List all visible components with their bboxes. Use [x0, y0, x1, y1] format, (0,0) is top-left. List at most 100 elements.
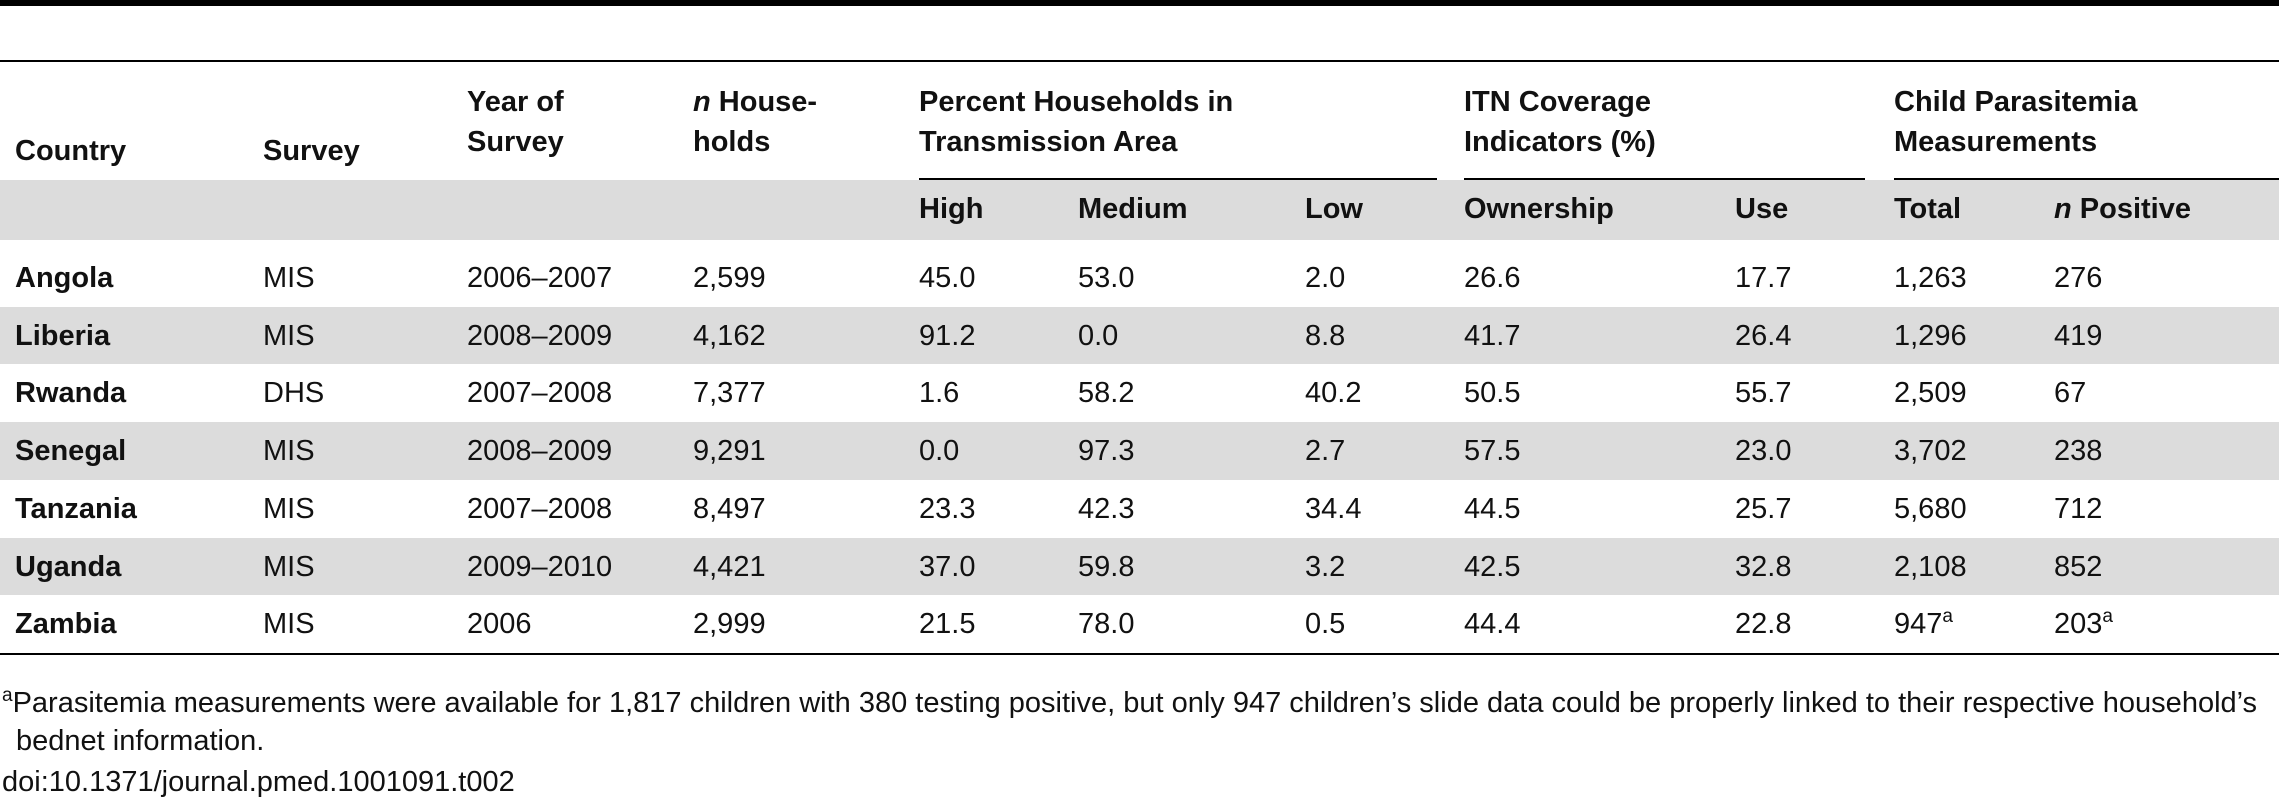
cell: 78.0	[1078, 608, 1135, 641]
cell: 3.2	[1305, 550, 1346, 583]
footnote: aParasitemia measurements were available…	[2, 684, 2279, 760]
cell: 4,421	[693, 550, 766, 583]
cell: MIS	[263, 319, 315, 352]
row-band	[0, 422, 2279, 480]
column-header: Year of Survey	[467, 82, 617, 162]
note-mark: a	[1942, 606, 1953, 628]
cell: 58.2	[1078, 377, 1135, 410]
group-header: Percent Households in Transmission Area	[919, 86, 1234, 158]
cell-text: 203	[2054, 608, 2103, 641]
cell: 2007–2008	[467, 377, 613, 410]
group-rule	[919, 178, 1437, 180]
cell: 2,599	[693, 262, 766, 294]
row-label: Liberia	[15, 319, 111, 352]
cell: 45.0	[919, 262, 976, 294]
header-line: House-	[718, 86, 818, 118]
cell: 67	[2054, 377, 2087, 410]
doi: doi:10.1371/journal.pmed.1001091.t002	[2, 766, 515, 798]
cell: 2009–2010	[467, 550, 613, 583]
header-line: holds	[693, 126, 771, 158]
row-label: Uganda	[15, 550, 122, 583]
cell: 97.3	[1078, 435, 1135, 468]
cell: 276	[2054, 262, 2103, 294]
cell: 8.8	[1305, 319, 1346, 352]
group-header: ITN Coverage Indicators (%)	[1464, 86, 1656, 158]
cell: MIS	[263, 550, 315, 583]
cell: 57.5	[1464, 435, 1521, 468]
cell-text: Low	[1305, 193, 1363, 225]
row-label: Senegal	[15, 435, 127, 468]
cell: 22.8	[1735, 608, 1792, 641]
cell: 53.0	[1078, 262, 1135, 294]
cell: 419	[2054, 319, 2103, 352]
cell: 238	[2054, 435, 2103, 468]
row-label: Tanzania	[15, 492, 137, 525]
cell: 8,497	[693, 492, 766, 525]
cell: 50.5	[1464, 377, 1521, 410]
cell: MIS	[263, 262, 315, 294]
cell: 0.5	[1305, 608, 1346, 641]
column-header: n House-holds	[693, 82, 817, 162]
cell-text: 947	[1894, 608, 1943, 641]
cell: 42.5	[1464, 550, 1521, 583]
cell-text: Positive	[2079, 193, 2191, 225]
cell: 203a	[2054, 604, 2113, 644]
column-header: Survey	[263, 131, 360, 171]
cell: 44.4	[1464, 608, 1521, 641]
cell: 2,999	[693, 608, 766, 641]
cell: 1.6	[919, 377, 960, 410]
cell: 0.0	[919, 435, 960, 468]
subheader-band	[0, 180, 2279, 240]
cell: 23.0	[1735, 435, 1792, 468]
cell: 23.3	[919, 492, 976, 525]
cell-text: Medium	[1078, 193, 1188, 225]
cell: 2008–2009	[467, 319, 613, 352]
cell: MIS	[263, 608, 315, 641]
cell: 2,509	[1894, 377, 1967, 410]
cell: 2007–2008	[467, 492, 613, 525]
subheader: n Positive	[2054, 189, 2191, 229]
cell: 34.4	[1305, 492, 1362, 525]
cell-text: Country	[15, 135, 127, 167]
cell: 2006	[467, 608, 532, 641]
cell: 26.6	[1464, 262, 1521, 294]
header-rule	[0, 60, 2279, 62]
cell: 59.8	[1078, 550, 1135, 583]
cell: 40.2	[1305, 377, 1362, 410]
cell: 7,377	[693, 377, 766, 410]
cell: 32.8	[1735, 550, 1792, 583]
cell: 712	[2054, 492, 2103, 525]
footnote-text: Parasitemia measurements were available …	[12, 687, 2258, 757]
cell: 41.7	[1464, 319, 1521, 352]
subheader: High	[919, 189, 983, 229]
cell: 9,291	[693, 435, 766, 468]
subheader: Use	[1735, 189, 1788, 229]
bottom-rule	[0, 653, 2279, 655]
row-band	[0, 537, 2279, 596]
group-rule	[1894, 178, 2279, 180]
cell: 1,263	[1894, 262, 1967, 294]
cell: 852	[2054, 550, 2103, 583]
subheader: Medium	[1078, 189, 1188, 229]
cell-text: Survey	[263, 135, 360, 167]
italic-symbol: n	[2054, 193, 2072, 225]
cell: DHS	[263, 377, 325, 410]
italic-symbol: n	[693, 86, 711, 118]
cell: 947a	[1894, 604, 1953, 644]
group-rule	[1464, 178, 1865, 180]
cell: 1,296	[1894, 319, 1967, 352]
cell-text: High	[919, 193, 984, 225]
cell: MIS	[263, 435, 315, 468]
cell: 91.2	[919, 319, 976, 352]
row-label: Rwanda	[15, 377, 127, 410]
cell: 21.5	[919, 608, 976, 641]
cell: 4,162	[693, 319, 766, 352]
cell: 37.0	[919, 550, 976, 583]
cell-text: Ownership	[1464, 193, 1614, 225]
subheader: Ownership	[1464, 189, 1614, 229]
cell: 2.0	[1305, 262, 1346, 294]
cell: 5,680	[1894, 492, 1967, 525]
cell: 26.4	[1735, 319, 1792, 352]
cell: 2008–2009	[467, 435, 613, 468]
